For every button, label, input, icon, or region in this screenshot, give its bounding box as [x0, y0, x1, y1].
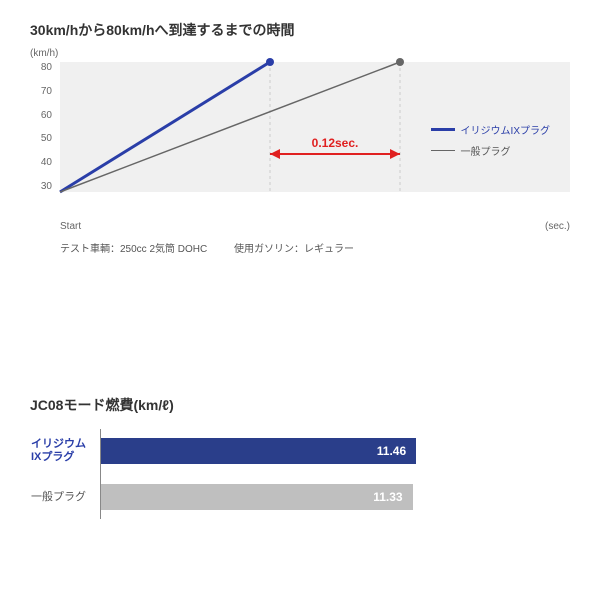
- footer-fuel: 使用ガソリン：レギュラー: [234, 244, 354, 255]
- bar: 11.46: [101, 438, 416, 464]
- y-tick: 70: [34, 86, 52, 97]
- x-axis-label: (sec.): [545, 221, 570, 232]
- y-tick: 80: [34, 62, 52, 73]
- legend: イリジウムIXプラグ一般プラグ: [431, 122, 550, 164]
- bar-row: 一般プラグ11.33: [101, 484, 440, 510]
- y-tick: 60: [34, 110, 52, 121]
- diff-annotation: 0.12sec.: [305, 136, 365, 150]
- bar-label: 一般プラグ: [31, 491, 99, 504]
- bar-label: イリジウムIXプラグ: [31, 438, 99, 464]
- fuel-title: JC08モード燃費(km/ℓ): [30, 395, 570, 415]
- plot-area: イリジウムIXプラグ一般プラグ 0.12sec.: [60, 62, 570, 192]
- y-tick: 50: [34, 133, 52, 144]
- footer-vehicle: テスト車輌：250cc 2気筒 DOHC: [60, 244, 207, 255]
- accel-chart: (km/h) 807060504030 イリジウムIXプラグ一般プラグ 0.12…: [30, 52, 570, 255]
- accel-title: 30km/hから80km/hへ到達するまでの時間: [30, 20, 570, 40]
- start-label: Start: [60, 221, 81, 232]
- legend-item: イリジウムIXプラグ: [431, 122, 550, 137]
- y-tick: 30: [34, 181, 52, 192]
- y-ticks: 80 70 60 50 40 30: [34, 62, 52, 192]
- bar: 11.33: [101, 484, 413, 510]
- accel-footer: テスト車輌：250cc 2気筒 DOHC 使用ガソリン：レギュラー: [60, 240, 570, 255]
- legend-item: 一般プラグ: [431, 143, 550, 158]
- fuel-bar-chart: イリジウムIXプラグ11.46 一般プラグ11.33: [100, 429, 440, 519]
- y-tick: 40: [34, 157, 52, 168]
- y-axis-label: (km/h): [30, 48, 58, 59]
- bar-row: イリジウムIXプラグ11.46: [101, 438, 440, 464]
